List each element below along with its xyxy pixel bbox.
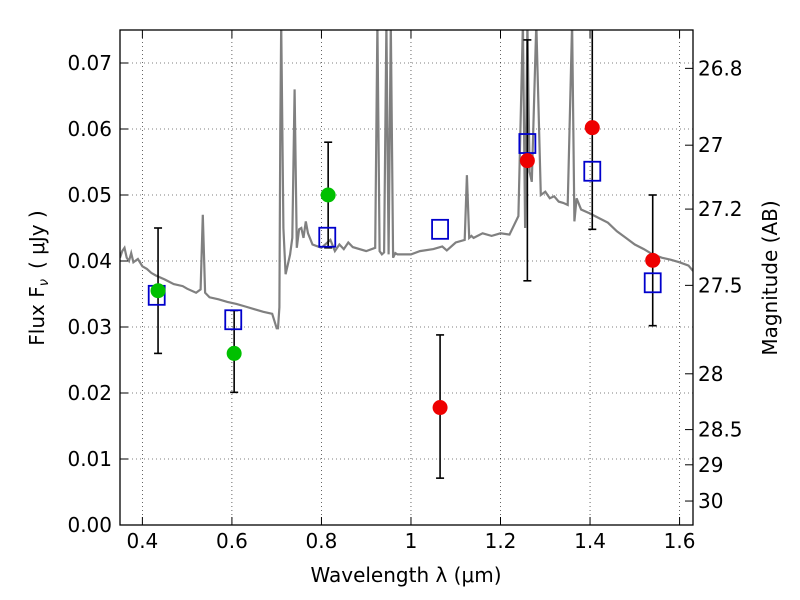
red-observed-point	[584, 120, 600, 136]
y-tick-label: 0.05	[67, 183, 112, 207]
green-observed-point	[320, 187, 336, 203]
model-spectrum-line	[120, 30, 693, 330]
model-square-marker	[318, 226, 337, 248]
red-observed-point	[519, 153, 535, 169]
magnitude-tick-label: 27.2	[698, 197, 743, 221]
magnitude-tick-label: 26.8	[698, 56, 743, 80]
grid-lines	[120, 30, 693, 526]
magnitude-tick-label: 27	[698, 133, 723, 157]
x-tick-label: 1.4	[574, 529, 606, 553]
y-axis-title-main: Flux F	[25, 286, 49, 345]
x-tick-label: 1.6	[664, 529, 696, 553]
red-observed-point	[645, 252, 661, 268]
axis-ticks: 0.4 0.6 0.8 1 1.2 1.4 1.6 0.00 0.01 0.02 0.03 0.04 0…	[67, 30, 743, 553]
y-tick-label: 0.01	[67, 447, 112, 471]
y-axis-title-left: Flux Fν ( μJy )	[25, 210, 52, 345]
magnitude-tick-label: 27.5	[698, 273, 743, 297]
x-tick-label: 0.6	[216, 529, 248, 553]
data-points	[147, 120, 662, 416]
x-tick-label: 1.2	[485, 529, 517, 553]
magnitude-tick-label: 28.5	[698, 418, 743, 442]
x-axis-title: Wavelength λ (μm)	[310, 563, 501, 587]
y-axis-title-unit: ( μJy )	[25, 210, 49, 269]
y-axis-title-sub: ν	[37, 279, 52, 286]
magnitude-tick-label: 29	[698, 453, 723, 477]
y-tick-label: 0.04	[67, 249, 112, 273]
y-tick-label: 0.03	[67, 315, 112, 339]
model-square-marker	[643, 272, 662, 294]
model-square-marker	[224, 309, 243, 331]
magnitude-tick-label: 30	[698, 489, 723, 513]
y-tick-label: 0.06	[67, 117, 112, 141]
plot-frame	[119, 29, 694, 526]
y-tick-label: 0.00	[67, 513, 112, 537]
red-observed-point	[432, 400, 448, 416]
model-spectrum-layer	[120, 30, 693, 330]
x-tick-label: 0.4	[126, 529, 158, 553]
model-square-marker	[431, 218, 449, 240]
model-square-marker	[518, 133, 537, 154]
y-axis-title-right: Magnitude (AB)	[758, 200, 782, 355]
green-observed-point	[226, 345, 242, 361]
magnitude-tick-label: 28	[698, 362, 723, 386]
x-tick-label: 1	[405, 529, 418, 553]
model-square-marker	[583, 160, 602, 182]
green-observed-point	[150, 283, 166, 299]
svg-text:Flux Fν( μJy ): Flux Fν ( μJy )	[25, 210, 52, 345]
y-tick-label: 0.02	[67, 381, 112, 405]
x-tick-label: 0.8	[306, 529, 338, 553]
y-tick-label: 0.07	[67, 51, 112, 75]
